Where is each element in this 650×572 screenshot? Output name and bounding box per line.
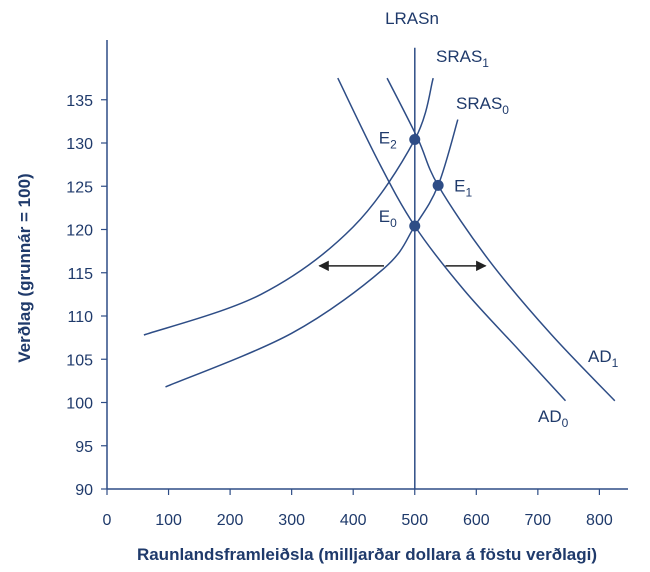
y-tick-label: 115 xyxy=(67,266,93,283)
ad1-label: AD1 xyxy=(588,347,619,370)
equilibrium-point-e0 xyxy=(409,220,421,232)
x-tick-label: 400 xyxy=(340,512,367,529)
y-tick-label: 130 xyxy=(66,136,93,153)
curve-labels: AD0 AD1 SRAS1 SRAS0 LRASn xyxy=(385,9,619,430)
equilibrium-label-e1: E1 xyxy=(454,176,472,199)
x-axis-ticks: 0 100 200 300 400 500 600 700 800 xyxy=(103,489,613,529)
equilibrium-point-e1 xyxy=(432,179,444,191)
x-tick-label: 700 xyxy=(524,512,551,529)
y-tick-label: 120 xyxy=(66,223,93,240)
equilibrium-point-e2 xyxy=(409,134,421,146)
y-tick-label: 95 xyxy=(75,439,93,456)
lrasn-label: LRASn xyxy=(385,9,439,28)
x-tick-label: 500 xyxy=(401,512,428,529)
sras1-label: SRAS1 xyxy=(436,47,489,70)
x-tick-label: 800 xyxy=(586,512,613,529)
y-axis-ticks: 90 95 100 105 110 115 120 125 130 135 xyxy=(66,93,107,499)
y-tick-label: 110 xyxy=(67,309,93,326)
y-axis-title: Verðlag (grunnár = 100) xyxy=(15,173,34,362)
y-tick-label: 135 xyxy=(66,93,93,110)
x-tick-label: 100 xyxy=(155,512,182,529)
x-axis-title: Raunlandsframleiðsla (milljarðar dollara… xyxy=(137,545,597,564)
y-tick-label: 105 xyxy=(66,352,93,369)
sras0-label: SRAS0 xyxy=(456,94,509,117)
equilibrium-points: E0 E1 E2 xyxy=(379,129,472,232)
ad0-label: AD0 xyxy=(538,407,569,430)
x-tick-label: 200 xyxy=(217,512,244,529)
x-tick-label: 300 xyxy=(278,512,305,529)
axes xyxy=(106,40,628,490)
y-tick-label: 90 xyxy=(75,482,93,499)
ad0-curve xyxy=(337,77,567,402)
x-tick-label: 600 xyxy=(463,512,490,529)
sras0-curve xyxy=(165,119,459,388)
equilibrium-label-e2: E2 xyxy=(379,129,397,152)
equilibrium-label-e0: E0 xyxy=(379,207,397,230)
y-tick-label: 100 xyxy=(66,396,93,413)
sras1-curve xyxy=(143,77,434,336)
y-tick-label: 125 xyxy=(66,179,93,196)
x-tick-label: 0 xyxy=(103,512,112,529)
